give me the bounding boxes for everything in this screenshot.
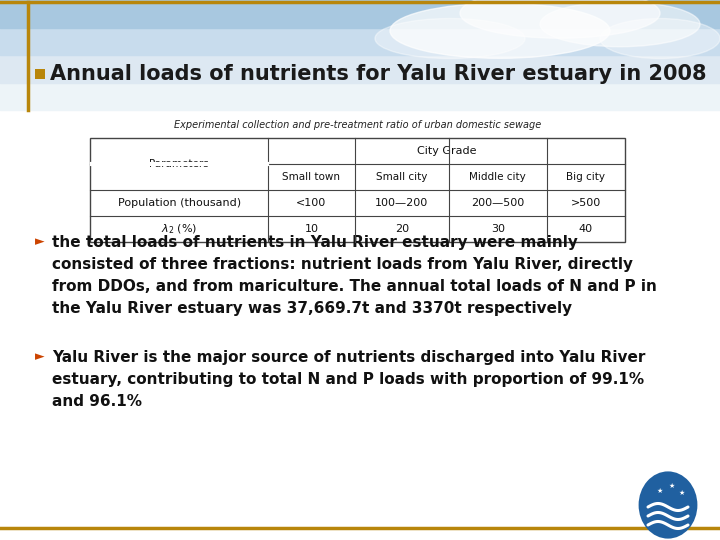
Text: ►: ►	[35, 350, 45, 363]
Text: 100—200: 100—200	[375, 198, 428, 208]
Text: ★: ★	[669, 483, 675, 489]
Text: City Grade: City Grade	[417, 146, 477, 156]
Text: 10: 10	[305, 224, 318, 234]
Ellipse shape	[600, 18, 720, 58]
Text: Small town: Small town	[282, 172, 341, 182]
Text: Small city: Small city	[376, 172, 428, 182]
Text: the total loads of nutrients in Yalu River estuary were mainly: the total loads of nutrients in Yalu Riv…	[52, 235, 578, 250]
Text: 30: 30	[491, 224, 505, 234]
Text: Annual loads of nutrients for Yalu River estuary in 2008: Annual loads of nutrients for Yalu River…	[50, 64, 706, 84]
Text: Population (thousand): Population (thousand)	[117, 198, 240, 208]
Ellipse shape	[639, 471, 698, 538]
Text: ★: ★	[657, 488, 663, 494]
Text: consisted of three fractions: nutrient loads from Yalu River, directly: consisted of three fractions: nutrient l…	[52, 257, 633, 272]
Text: 200—500: 200—500	[472, 198, 524, 208]
Ellipse shape	[460, 0, 660, 38]
Bar	[90, 138, 625, 242]
Ellipse shape	[390, 3, 610, 58]
Text: Experimental collection and pre-treatment ratio of urban domestic sewage: Experimental collection and pre-treatmen…	[174, 120, 541, 130]
Text: $\lambda_2$ (%): $\lambda_2$ (%)	[161, 222, 197, 236]
Text: <100: <100	[297, 198, 327, 208]
Text: Parameters: Parameters	[149, 159, 209, 169]
Text: Big city: Big city	[567, 172, 606, 182]
Text: >500: >500	[571, 198, 601, 208]
Ellipse shape	[375, 18, 525, 58]
Text: Middle city: Middle city	[469, 172, 526, 182]
Text: estuary, contributing to total N and P loads with proportion of 99.1%: estuary, contributing to total N and P l…	[52, 372, 644, 387]
Text: the Yalu River estuary was 37,669.7t and 3370t respectively: the Yalu River estuary was 37,669.7t and…	[52, 301, 572, 316]
Text: from DDOs, and from mariculture. The annual total loads of N and P in: from DDOs, and from mariculture. The ann…	[52, 279, 657, 294]
Ellipse shape	[540, 2, 700, 46]
Text: ►: ►	[35, 235, 45, 248]
Bar	[35, 69, 45, 79]
Text: ★: ★	[679, 490, 685, 496]
Text: 20: 20	[395, 224, 409, 234]
Text: and 96.1%: and 96.1%	[52, 394, 142, 409]
Text: Yalu River is the major source of nutrients discharged into Yalu River: Yalu River is the major source of nutrie…	[52, 350, 645, 365]
Text: 40: 40	[579, 224, 593, 234]
